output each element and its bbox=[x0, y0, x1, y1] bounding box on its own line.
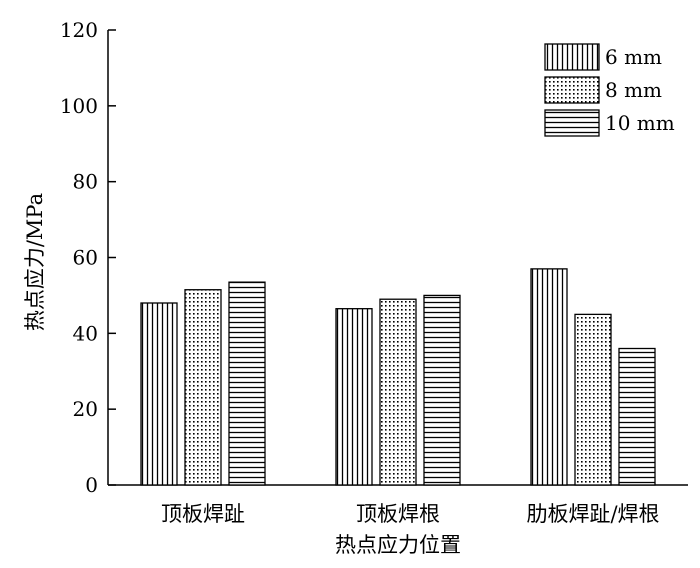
legend: 6 mm 8 mm 10 mm bbox=[544, 43, 675, 137]
bar-6mm-2 bbox=[530, 268, 568, 486]
y-tick-label: 120 bbox=[60, 18, 98, 42]
y-tick-label: 80 bbox=[73, 170, 98, 194]
y-tick-label: 40 bbox=[73, 321, 98, 345]
x-category-label: 顶板焊趾 bbox=[161, 502, 245, 526]
legend-swatch bbox=[544, 109, 600, 137]
y-axis-ticks: 0 20 40 60 80 100 120 bbox=[60, 18, 116, 497]
bar-6mm-0 bbox=[140, 302, 178, 486]
y-tick-label: 60 bbox=[73, 246, 98, 270]
x-category-label: 肋板焊趾/焊根 bbox=[526, 502, 659, 526]
category-labels: 顶板焊趾 顶板焊根 肋板焊趾/焊根 bbox=[161, 502, 660, 526]
bars bbox=[140, 268, 656, 486]
legend-label: 8 mm bbox=[605, 78, 662, 102]
y-tick-label: 100 bbox=[60, 94, 98, 118]
x-axis-title: 热点应力位置 bbox=[335, 533, 461, 557]
bar-10mm-1 bbox=[423, 294, 461, 486]
legend-swatch bbox=[544, 43, 600, 71]
bar-8mm-0 bbox=[184, 289, 222, 486]
bar-8mm-1 bbox=[379, 298, 417, 486]
y-tick-label: 0 bbox=[85, 473, 98, 497]
legend-swatch bbox=[544, 76, 600, 104]
bar-10mm-2 bbox=[618, 347, 656, 486]
y-axis-title: 热点应力/MPa bbox=[23, 193, 47, 331]
legend-label: 6 mm bbox=[605, 45, 662, 69]
legend-label: 10 mm bbox=[605, 111, 675, 135]
x-category-label: 顶板焊根 bbox=[356, 502, 440, 526]
bar-10mm-0 bbox=[228, 281, 266, 486]
bar-8mm-2 bbox=[574, 313, 612, 486]
y-tick-label: 20 bbox=[73, 397, 98, 421]
bar-6mm-1 bbox=[335, 308, 373, 486]
